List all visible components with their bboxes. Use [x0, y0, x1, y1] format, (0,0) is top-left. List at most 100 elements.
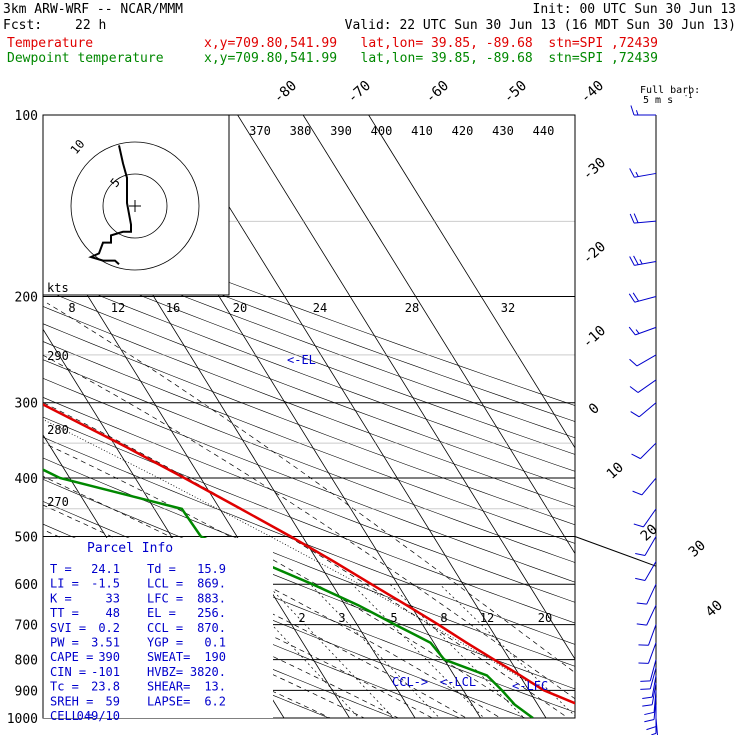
parcel-path [43, 418, 549, 691]
wind-barb-flag [651, 732, 657, 735]
parcel-info-value: 33 [106, 591, 120, 605]
pressure-label: 300 [15, 397, 38, 412]
parcel-info-value: 870. [197, 621, 226, 635]
wind-barb-staff [642, 508, 657, 528]
wind-barb-flag [644, 711, 655, 716]
parcel-info-label: PW = [50, 636, 79, 650]
mixing-ratio-top-label: 32 [501, 301, 515, 315]
parcel-info-label: Td = [147, 562, 176, 576]
dry-adiabat [43, 457, 575, 667]
parcel-info-value: -101 [91, 665, 120, 679]
hodograph-units: kts [47, 281, 69, 295]
wind-key-superscript: -1 [684, 92, 692, 100]
init-time: Init: 00 UTC Sun 30 Jun 13 [532, 2, 737, 17]
parcel-info-value: 24.1 [91, 562, 120, 576]
parcel-info-value: 59 [106, 694, 120, 708]
wind-barb-staff [651, 675, 657, 698]
mixing-ratio-line [439, 583, 575, 717]
isotherm-label: 10 [604, 459, 627, 482]
wind-barb-flag [629, 213, 635, 224]
wind-barb-staff [653, 697, 657, 720]
parcel-info-value: 6.2 [204, 694, 226, 708]
isotherm-line [237, 115, 575, 660]
parcel-info-value: 3.51 [91, 636, 120, 650]
wind-barb-flag [636, 623, 647, 626]
wind-barb-flag [636, 602, 647, 605]
dry-adiabat [43, 210, 575, 406]
parcel-info-label: CELL = [50, 709, 93, 723]
theta-label: 380 [290, 124, 312, 138]
wind-barb-staff [646, 584, 657, 605]
model-title: 3km ARW-WRF -- NCAR/MMM [3, 2, 184, 17]
wind-barb-flag [639, 259, 643, 265]
theta-label: 390 [330, 124, 352, 138]
lcl-annotation: <-LCL [440, 675, 476, 689]
parcel-info-value: 049/10 [77, 709, 120, 723]
mixing-ratio-label: 2 [298, 611, 305, 625]
parcel-info-value: 3820. [190, 665, 226, 679]
dewpoint-location: x,y=709.80,541.99 lat,lon= 39.85, -89.68… [204, 51, 658, 66]
wind-barb-flag [629, 168, 635, 178]
parcel-info-value: 23.8 [91, 680, 120, 694]
wind-barb-flag [644, 719, 655, 723]
parcel-info-value: -1.5 [91, 577, 120, 591]
level-annotations: <-EL CCL-> <-LCL <-LFC [287, 353, 548, 693]
hodograph-trace [88, 145, 132, 265]
wind-barb-flag [633, 213, 639, 223]
parcel-info-label: TT = [50, 606, 79, 620]
parcel-info-value: 0.2 [98, 621, 120, 635]
mixing-ratio-top-label: 24 [313, 301, 327, 315]
dry-adiabat [43, 323, 575, 526]
forecast-hour: 22 h [75, 18, 107, 33]
wind-barb-staff [648, 642, 657, 664]
wind-barb-flag [628, 326, 636, 336]
parcel-info-value: 190 [204, 650, 226, 664]
plot-frame [42, 114, 576, 719]
wind-barbs [628, 105, 658, 735]
theta-label: 370 [249, 124, 271, 138]
sounding-series [43, 403, 575, 718]
wind-barb-flag [646, 726, 657, 731]
theta-label: 410 [411, 124, 433, 138]
pressure-label: 600 [15, 578, 38, 593]
wind-barb-flag [633, 523, 644, 528]
mixing-ratio-line [310, 583, 440, 718]
parcel-info-label: K = [50, 591, 72, 605]
mixing-ratio-label: 20 [538, 611, 552, 625]
dry-adiabat [43, 341, 575, 544]
mixing-ratio-top-label: 12 [111, 301, 125, 315]
wind-barb-flag [628, 293, 636, 303]
wind-barb-staff [651, 682, 657, 705]
parcel-info-value: 256. [197, 606, 226, 620]
ccl-annotation: CCL-> [392, 675, 428, 689]
wind-barb-staff [648, 624, 657, 646]
moist-adiabat [43, 550, 399, 718]
wind-barb-staff [635, 326, 657, 336]
mixing-ratio-top-label: 8 [68, 301, 75, 315]
wind-barb-staff [653, 690, 657, 713]
wind-key: Full barb: 5 m s -1 [640, 85, 700, 106]
isotherm-label: 30 [686, 537, 709, 560]
isotherm-label: -60 [423, 78, 453, 107]
wind-barb-flag [642, 704, 653, 707]
dry-adiabat [43, 240, 575, 439]
dry-adiabats [43, 210, 575, 718]
parcel-info-box [43, 538, 273, 718]
theta-label: 290 [47, 349, 69, 363]
parcel-info-label: SVI = [50, 621, 86, 635]
mixing-ratio-line [351, 583, 485, 718]
isotherm-label: -30 [580, 155, 610, 184]
parcel-info-label: LI = [50, 577, 79, 591]
wind-barb-flag [629, 386, 639, 393]
mixing-ratio-label: 5 [390, 611, 397, 625]
pressure-label: 1000 [7, 712, 38, 727]
pressure-label: 400 [15, 472, 38, 487]
hodograph-ring [102, 173, 168, 239]
mixing-ratio-top-label: 28 [405, 301, 419, 315]
wind-barb-flag [633, 255, 639, 265]
temperature-legend: Temperature [7, 36, 94, 51]
pressure-label: 200 [15, 291, 38, 306]
temperature-location: x,y=709.80,541.99 lat,lon= 39.85, -89.68… [204, 36, 658, 51]
wind-barb-flag [642, 696, 653, 699]
